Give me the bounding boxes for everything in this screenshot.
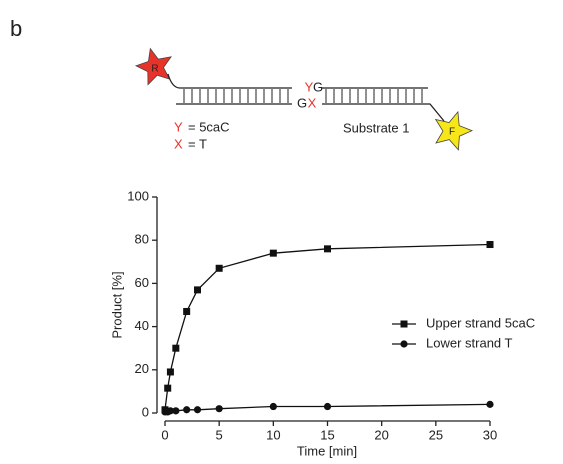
lower-strand [176,103,445,122]
marker [486,241,494,249]
x-axis-label: Time [min] [297,443,357,458]
y-tick-label: 80 [135,232,149,247]
y-tick-label: 0 [142,404,149,419]
key-text: = T [188,136,207,151]
substrate-label: Substrate 1 [343,120,410,135]
x-tick-label: 30 [483,427,497,442]
marker [183,406,191,414]
series-line [164,243,491,410]
marker [269,249,277,257]
base: G [297,95,307,110]
marker [183,307,191,315]
marker [400,340,408,348]
marker [166,407,175,415]
base: X [308,95,317,110]
base: G [313,79,323,94]
star-red [134,47,172,86]
marker [172,407,180,415]
y-tick-label: 40 [135,318,149,333]
y-axis-label: Product [%] [109,271,124,338]
marker [193,406,202,414]
y-tick-label: 20 [135,361,149,376]
x-tick-label: 10 [266,427,280,442]
marker [166,368,174,376]
marker [172,344,180,352]
legend-label: Upper strand 5caC [426,315,535,330]
key-text: = 5caC [188,119,230,134]
marker [215,264,223,272]
star-label: R [151,64,158,75]
marker [164,384,172,392]
marker [400,320,408,328]
panel-label: b [10,16,22,41]
x-tick-label: 0 [161,427,168,442]
marker [269,402,277,411]
marker [194,286,201,294]
x-tick-label: 25 [429,427,443,442]
y-tick-label: 100 [127,188,149,203]
base: Y [305,79,314,94]
star-yellow [434,110,474,151]
marker [215,405,223,413]
y-tick-label: 60 [135,275,149,290]
legend-label: Lower strand T [426,335,513,350]
marker [323,402,332,411]
marker [324,245,331,253]
x-tick-label: 5 [216,427,223,442]
upper-strand [167,73,428,89]
x-tick-label: 20 [374,427,388,442]
base-pairs [183,89,423,103]
chart: Product [%] Time [min] 0 20 40 60 80 100 0 5 10 1… [109,188,535,458]
x-tick-label: 15 [320,427,334,442]
key-symbol: X [174,136,183,151]
marker [486,400,494,408]
key-symbol: Y [174,119,183,134]
star-label: F [449,127,455,138]
dna-diagram: R F Y G G X Y = 5caC X = T Substrate 1 [134,47,474,151]
